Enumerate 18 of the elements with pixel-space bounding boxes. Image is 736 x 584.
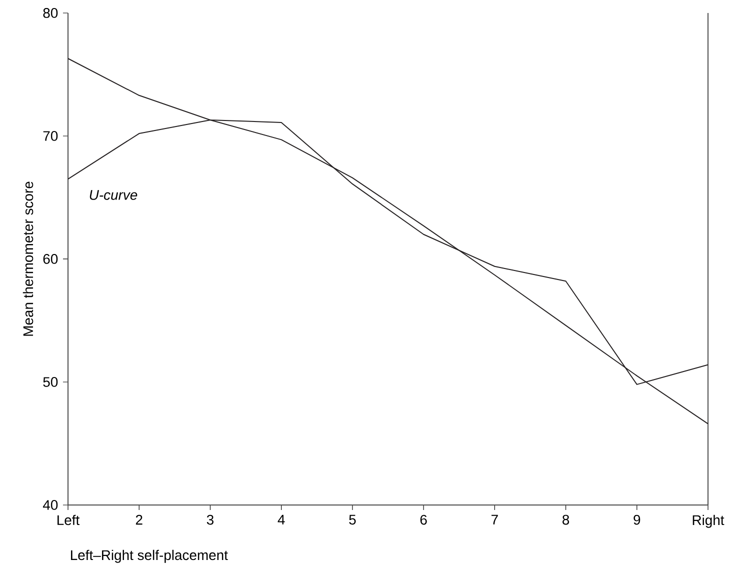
y-tick-label: 60 bbox=[43, 254, 58, 264]
x-axis-title: Left–Right self-placement bbox=[70, 550, 228, 563]
y-tick-label: 80 bbox=[43, 8, 58, 18]
x-tick-label: 7 bbox=[492, 514, 498, 524]
x-tick-label: 6 bbox=[420, 514, 427, 525]
annotation: U-curve bbox=[90, 190, 138, 200]
x-tick-label: 2 bbox=[136, 514, 142, 525]
y-tick-label: 50 bbox=[43, 377, 58, 387]
x-tick-label: 3 bbox=[206, 514, 214, 525]
x-tick-label: 4 bbox=[278, 514, 285, 524]
y-tick-label: 40 bbox=[42, 500, 58, 510]
x-tick-label: Left bbox=[58, 514, 80, 526]
x-tick-label: 5 bbox=[349, 514, 356, 525]
x-tick-label: 8 bbox=[562, 514, 570, 525]
y-tick-label: 70 bbox=[43, 131, 58, 141]
x-tick-label: 9 bbox=[634, 514, 640, 525]
y-axis-title: Mean thermometer score bbox=[22, 182, 34, 336]
x-tick-label: Right bbox=[692, 514, 724, 528]
